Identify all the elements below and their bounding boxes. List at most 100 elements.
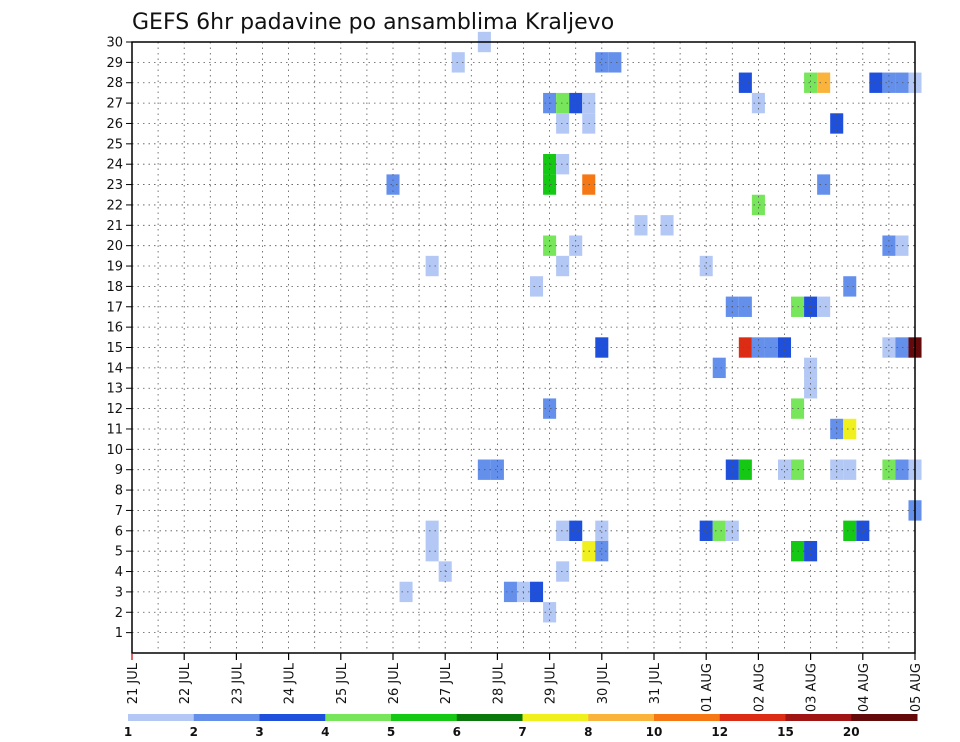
precip-cell (634, 215, 648, 236)
precip-cell (530, 581, 544, 603)
y-tick-label: 17 (106, 300, 123, 315)
colorbar-segment (193, 714, 260, 721)
precip-cell (438, 561, 452, 582)
y-tick-label: 2 (115, 606, 123, 621)
y-tick-label: 8 (115, 484, 123, 499)
x-tick-label: 01 AUG (700, 663, 715, 712)
precip-cell (843, 459, 857, 480)
precip-cell (804, 540, 818, 562)
precip-cell (543, 398, 557, 419)
colorbar-label: 3 (255, 725, 263, 739)
y-tick-label: 9 (115, 463, 123, 478)
precip-cell (817, 174, 831, 195)
precip-cell (712, 520, 726, 541)
colorbar-segment (456, 714, 523, 721)
precip-cell (425, 255, 439, 277)
colorbar-segment (785, 714, 852, 721)
precip-cell (595, 52, 609, 73)
precip-cell (660, 215, 674, 236)
x-tick-label: 27 JUL (439, 662, 454, 704)
colorbar-label: 2 (190, 725, 198, 739)
colorbar-segment (391, 714, 458, 721)
y-tick-label: 13 (106, 382, 123, 397)
precip-cell (595, 337, 609, 358)
precip-cell (556, 520, 570, 541)
precip-cell (530, 276, 544, 297)
y-tick-label: 27 (106, 97, 123, 112)
precip-cell (738, 296, 752, 317)
colorbar-segment (128, 714, 195, 721)
precip-cell (843, 276, 857, 297)
colorbar: 1 2 3 4 5 6 7 8 10 12 15 20 (124, 714, 918, 739)
y-tick-label: 12 (106, 402, 123, 417)
colorbar-segment (259, 714, 326, 721)
precip-cell (425, 540, 439, 562)
colorbar-label: 15 (777, 725, 794, 739)
x-tick-label: 05 AUG (909, 663, 924, 712)
colorbar-segment (325, 714, 392, 721)
y-tick-label: 24 (106, 158, 123, 173)
precip-cell (895, 235, 909, 256)
precip-cell (386, 174, 400, 195)
colorbar-label: 6 (453, 725, 461, 739)
precip-cell (738, 72, 752, 93)
y-tick-label: 20 (106, 239, 123, 254)
y-tick-label: 6 (115, 524, 123, 539)
precipitation-cells (386, 31, 922, 623)
colorbar-label: 8 (584, 725, 592, 739)
chart-title: GEFS 6hr padavine po ansamblima Kraljevo (132, 10, 614, 35)
y-tick-label: 23 (106, 178, 123, 193)
precip-cell (882, 337, 896, 358)
precip-cell (556, 154, 570, 175)
precip-cell (543, 174, 557, 195)
x-tick-label: 03 AUG (805, 663, 820, 712)
precip-cell (543, 602, 557, 623)
precip-cell (490, 459, 504, 480)
y-tick-label: 7 (115, 504, 123, 519)
x-tick-label: 24 JUL (283, 662, 298, 704)
y-axis: 1234567891011121314151617181920212223242… (106, 36, 132, 641)
precip-cell (503, 581, 517, 603)
x-tick-label: 21 JUL (126, 662, 141, 704)
colorbar-segment (719, 714, 786, 721)
colorbar-segment (588, 714, 655, 721)
x-tick-label: 04 AUG (857, 663, 872, 712)
precip-cell (699, 520, 713, 541)
precip-cell (556, 255, 570, 277)
y-tick-label: 11 (106, 422, 123, 437)
precip-cell (451, 52, 465, 73)
colorbar-label: 7 (518, 725, 526, 739)
y-tick-label: 1 (115, 626, 123, 641)
y-tick-label: 15 (106, 341, 123, 356)
x-tick-label: 31 JUL (648, 662, 663, 704)
x-tick-label: 28 JUL (491, 662, 506, 704)
precip-cell (699, 255, 713, 277)
colorbar-label: 10 (646, 725, 663, 739)
precip-cell (843, 520, 857, 541)
precip-cell (895, 337, 909, 358)
x-tick-label: 22 JUL (178, 662, 193, 704)
y-tick-label: 10 (106, 443, 123, 458)
precip-cell (777, 337, 792, 358)
precip-cell (882, 72, 896, 93)
x-tick-label: 23 JUL (230, 662, 245, 704)
colorbar-label: 4 (321, 725, 329, 739)
y-tick-label: 26 (106, 117, 123, 132)
precip-cell (569, 520, 583, 541)
precip-cell (556, 92, 570, 114)
y-tick-label: 29 (106, 56, 123, 71)
x-tick-label: 29 JUL (544, 662, 559, 704)
y-tick-label: 19 (106, 260, 123, 275)
y-tick-label: 18 (106, 280, 123, 295)
colorbar-label: 20 (843, 725, 860, 739)
colorbar-label: 12 (711, 725, 728, 739)
precip-cell (738, 337, 752, 358)
y-tick-label: 5 (115, 545, 123, 560)
colorbar-segment (851, 714, 918, 721)
y-tick-label: 30 (106, 36, 123, 51)
colorbar-label: 1 (124, 725, 132, 739)
precip-cell (882, 459, 896, 480)
precip-cell (804, 378, 818, 399)
precip-cell (425, 520, 439, 541)
y-tick-label: 14 (106, 361, 123, 376)
